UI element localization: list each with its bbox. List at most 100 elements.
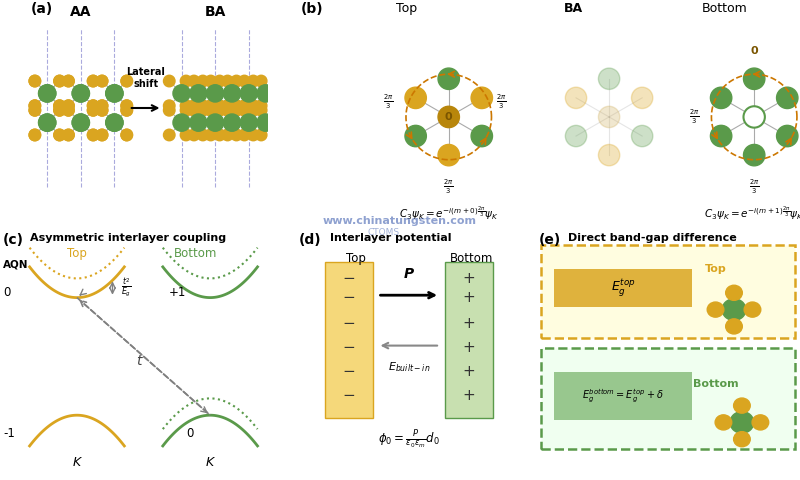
Circle shape — [722, 299, 746, 321]
Text: BA: BA — [205, 5, 226, 19]
Text: 0: 0 — [750, 46, 758, 56]
Circle shape — [471, 87, 493, 108]
Circle shape — [29, 100, 41, 111]
Circle shape — [96, 100, 108, 111]
Circle shape — [205, 75, 217, 87]
Circle shape — [190, 114, 207, 131]
Text: -1: -1 — [3, 427, 15, 440]
Text: $\frac{2\pi}{3}$: $\frac{2\pi}{3}$ — [749, 178, 759, 196]
Circle shape — [96, 129, 108, 141]
Circle shape — [106, 85, 123, 102]
Circle shape — [598, 144, 620, 166]
Text: AA: AA — [70, 5, 91, 19]
Circle shape — [87, 100, 99, 111]
Text: (a): (a) — [30, 2, 53, 16]
Circle shape — [121, 75, 133, 87]
Text: +: + — [462, 388, 475, 404]
Bar — [325, 262, 373, 418]
Circle shape — [96, 129, 108, 141]
Text: $\frac{2\pi}{3}$: $\frac{2\pi}{3}$ — [383, 93, 394, 111]
Circle shape — [38, 85, 56, 102]
Circle shape — [180, 129, 192, 141]
Circle shape — [38, 114, 56, 131]
Circle shape — [72, 114, 90, 131]
Circle shape — [121, 105, 133, 116]
Circle shape — [180, 75, 192, 87]
Circle shape — [54, 100, 66, 111]
Circle shape — [173, 114, 190, 131]
Text: −: − — [342, 290, 355, 305]
Circle shape — [72, 85, 90, 102]
Text: $C_3\psi_K = e^{-i(m+1)\frac{2\pi}{3}}\psi_K$: $C_3\psi_K = e^{-i(m+1)\frac{2\pi}{3}}\p… — [704, 204, 800, 222]
Circle shape — [257, 114, 274, 131]
Circle shape — [62, 105, 74, 116]
Circle shape — [121, 129, 133, 141]
Circle shape — [188, 129, 200, 141]
Circle shape — [54, 75, 66, 87]
Circle shape — [598, 68, 620, 89]
Circle shape — [240, 114, 258, 131]
Text: Bottom: Bottom — [450, 252, 493, 265]
Circle shape — [726, 319, 742, 334]
Circle shape — [62, 129, 74, 141]
Circle shape — [205, 105, 217, 116]
Circle shape — [121, 100, 133, 111]
Text: K: K — [73, 456, 81, 468]
Text: $\phi_0 = \frac{P}{\varepsilon_0\varepsilon_m}d_0$: $\phi_0 = \frac{P}{\varepsilon_0\varepsi… — [378, 428, 440, 450]
Circle shape — [87, 129, 99, 141]
Circle shape — [247, 75, 259, 87]
Bar — [445, 262, 493, 418]
Circle shape — [710, 125, 732, 147]
Circle shape — [255, 105, 267, 116]
Circle shape — [230, 105, 242, 116]
Circle shape — [197, 100, 209, 111]
Circle shape — [38, 114, 56, 131]
Circle shape — [62, 75, 74, 87]
Text: +: + — [462, 364, 475, 380]
Circle shape — [87, 105, 99, 116]
Circle shape — [190, 85, 207, 102]
Circle shape — [197, 75, 209, 87]
Text: 0: 0 — [445, 112, 453, 122]
Circle shape — [715, 415, 732, 430]
Circle shape — [255, 100, 267, 111]
Circle shape — [121, 100, 133, 111]
Text: Bottom: Bottom — [174, 247, 217, 260]
Circle shape — [163, 100, 175, 111]
Circle shape — [214, 75, 226, 87]
Text: Asymmetric interlayer coupling: Asymmetric interlayer coupling — [30, 233, 226, 243]
Circle shape — [54, 100, 66, 111]
Text: AQN: AQN — [3, 259, 29, 269]
Circle shape — [726, 285, 742, 300]
Text: Top: Top — [396, 2, 418, 15]
Text: (d): (d) — [298, 233, 321, 247]
Circle shape — [96, 75, 108, 87]
Circle shape — [405, 87, 426, 108]
Text: $\frac{t^2}{E_g}$: $\frac{t^2}{E_g}$ — [122, 277, 132, 299]
Circle shape — [471, 125, 493, 147]
Circle shape — [230, 100, 242, 111]
Circle shape — [29, 100, 41, 111]
Circle shape — [72, 85, 90, 102]
Bar — [554, 372, 692, 420]
Circle shape — [223, 85, 241, 102]
Text: CTOMS: CTOMS — [368, 228, 400, 237]
Text: $\frac{2\pi}{3}$: $\frac{2\pi}{3}$ — [443, 178, 454, 196]
Text: +: + — [462, 340, 475, 356]
Bar — [554, 269, 692, 307]
Text: $E_g^{top}$: $E_g^{top}$ — [610, 277, 635, 299]
Text: $\frac{2\pi}{3}$: $\frac{2\pi}{3}$ — [496, 93, 506, 111]
Circle shape — [96, 105, 108, 116]
Circle shape — [29, 75, 41, 87]
Text: +: + — [462, 290, 475, 305]
Circle shape — [173, 85, 190, 102]
Text: Top: Top — [67, 247, 87, 260]
Circle shape — [29, 129, 41, 141]
Text: +1: +1 — [169, 286, 186, 299]
Text: $\frac{2\pi}{3}$: $\frac{2\pi}{3}$ — [689, 108, 699, 126]
Text: $t$: $t$ — [136, 354, 144, 368]
FancyBboxPatch shape — [542, 245, 794, 338]
Circle shape — [62, 129, 74, 141]
Text: Direct band-gap difference: Direct band-gap difference — [568, 233, 737, 243]
Text: $E_g^{bottom} = E_g^{top} + \delta$: $E_g^{bottom} = E_g^{top} + \delta$ — [582, 387, 664, 405]
